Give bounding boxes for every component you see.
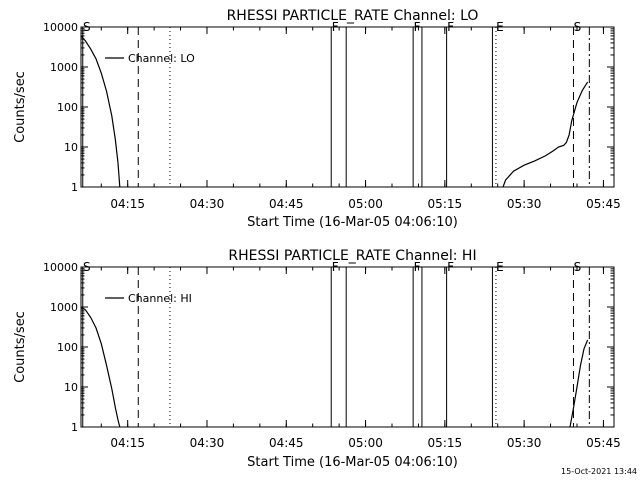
y-tick-label: 10000 bbox=[43, 261, 78, 274]
event-marker-label: S bbox=[574, 260, 582, 274]
x-tick-label: 05:30 bbox=[507, 436, 542, 450]
x-axis-label: Start Time (16-Mar-05 04:06:10) bbox=[247, 455, 458, 470]
x-tick-label: 05:45 bbox=[586, 436, 621, 450]
y-tick-label: 100 bbox=[57, 341, 78, 354]
series-line-segment bbox=[80, 35, 121, 188]
x-axis-label: Start Time (16-Mar-05 04:06:10) bbox=[247, 215, 458, 230]
series-line-segment bbox=[569, 339, 589, 428]
footer-timestamp: 15-Oct-2021 13:44 bbox=[561, 467, 637, 476]
y-tick-label: 100 bbox=[57, 101, 78, 114]
y-tick-label: 10 bbox=[64, 141, 78, 154]
chart-title: RHESSI PARTICLE_RATE Channel: LO bbox=[227, 8, 479, 24]
x-tick-label: 05:00 bbox=[348, 436, 383, 450]
event-marker-label: F bbox=[332, 260, 339, 274]
x-tick-label: 05:15 bbox=[428, 197, 463, 211]
x-tick-label: 05:15 bbox=[428, 436, 463, 450]
y-tick-label: 1000 bbox=[50, 61, 78, 74]
event-marker-label: F bbox=[332, 20, 339, 34]
event-marker-label: E bbox=[496, 20, 504, 34]
event-marker-label: S bbox=[83, 260, 91, 274]
x-tick-label: 05:45 bbox=[586, 197, 621, 211]
x-tick-label: 04:15 bbox=[110, 197, 145, 211]
event-marker-label: S bbox=[574, 20, 582, 34]
x-tick-label: 04:30 bbox=[190, 436, 225, 450]
y-tick-label: 1000 bbox=[50, 301, 78, 314]
event-marker-label: F bbox=[414, 260, 421, 274]
y-tick-label: 1 bbox=[71, 421, 78, 434]
x-tick-label: 04:30 bbox=[190, 197, 225, 211]
legend-label: Channel: HI bbox=[128, 292, 192, 305]
chart-panel-0: RHESSI PARTICLE_RATE Channel: LO 1 10 100 10… bbox=[13, 8, 621, 230]
chart-panel-1: RHESSI PARTICLE_RATE Channel: HI 1 10 100 10… bbox=[13, 248, 621, 470]
event-marker-label: E bbox=[496, 260, 504, 274]
x-tick-label: 04:15 bbox=[110, 436, 145, 450]
series-line-segment bbox=[80, 306, 121, 428]
y-tick-label: 10 bbox=[64, 381, 78, 394]
series-line-segment bbox=[502, 81, 589, 188]
x-tick-label: 04:45 bbox=[269, 436, 304, 450]
event-marker-label: F bbox=[414, 20, 421, 34]
x-tick-label: 05:00 bbox=[348, 197, 383, 211]
y-tick-label: 1 bbox=[71, 181, 78, 194]
chart-title: RHESSI PARTICLE_RATE Channel: HI bbox=[228, 248, 476, 264]
event-marker-label: S bbox=[83, 20, 91, 34]
event-marker-label: F bbox=[447, 20, 454, 34]
event-marker-label: F bbox=[447, 260, 454, 274]
y-tick-label: 10000 bbox=[43, 21, 78, 34]
y-axis-label: Counts/sec bbox=[13, 311, 28, 383]
x-tick-label: 04:45 bbox=[269, 197, 304, 211]
legend-label: Channel: LO bbox=[128, 52, 195, 65]
y-axis-label: Counts/sec bbox=[13, 71, 28, 143]
x-tick-label: 05:30 bbox=[507, 197, 542, 211]
